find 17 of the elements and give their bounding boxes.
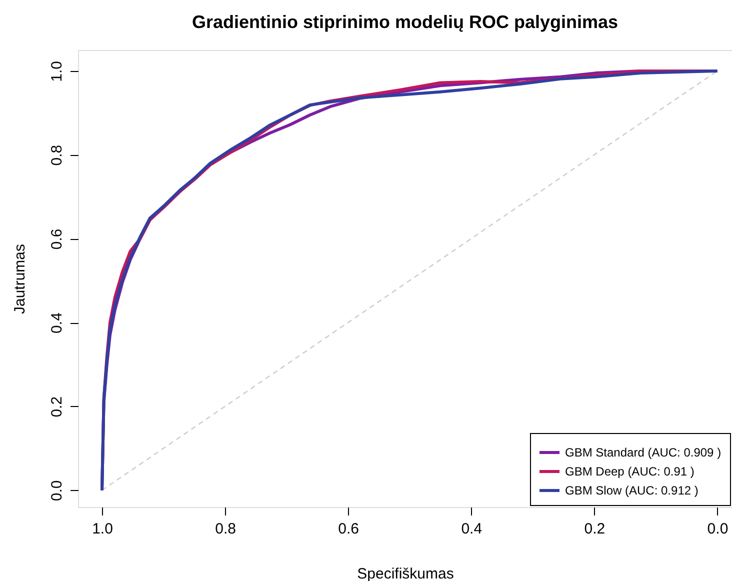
legend-label: GBM Deep (AUC: 0.91 ): [565, 464, 694, 478]
legend-label: GBM Slow (AUC: 0.912 ): [565, 484, 698, 498]
y-tick-label: 1.0: [48, 61, 66, 82]
x-tick-label: 0.2: [584, 520, 606, 538]
x-tick-label: 1.0: [92, 520, 113, 538]
x-tick-label: 0.6: [338, 520, 360, 538]
legend-label: GBM Standard (AUC: 0.909 ): [565, 446, 722, 460]
y-tick-label: 0.6: [48, 228, 66, 250]
y-tick-label: 0.8: [48, 144, 66, 166]
y-tick-label: 0.2: [48, 396, 66, 418]
y-tick-label: 0.4: [48, 312, 66, 334]
x-tick-label: 0.4: [461, 520, 482, 538]
y-tick-label: 0.0: [48, 480, 66, 502]
y-axis-title: Jautrumas: [12, 244, 28, 314]
x-tick-label: 0.8: [215, 520, 236, 538]
x-tick-label: 0.0: [707, 520, 728, 538]
chart-title: Gradientinio stiprinimo modelių ROC palyginimas: [192, 12, 618, 32]
